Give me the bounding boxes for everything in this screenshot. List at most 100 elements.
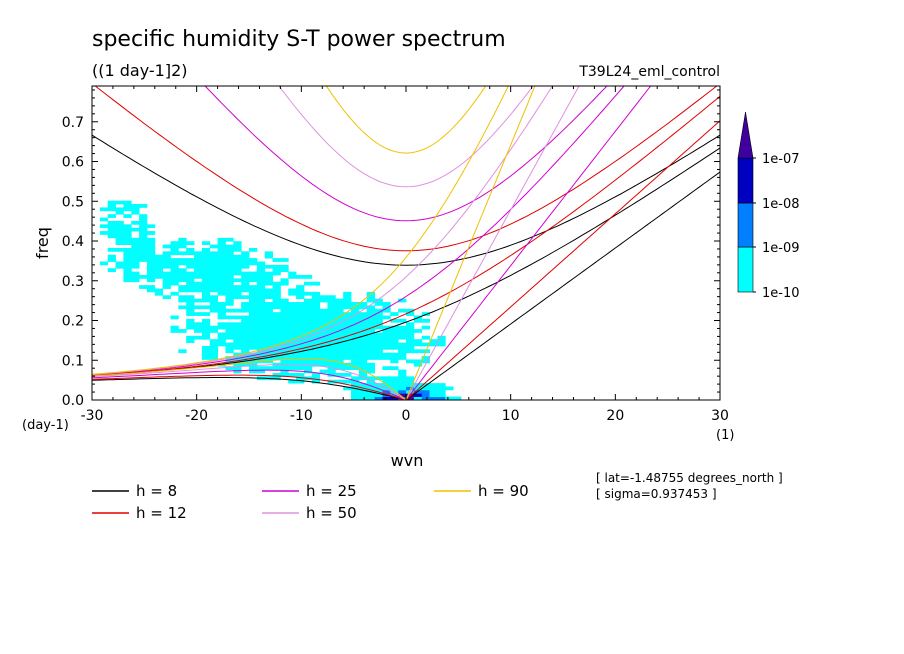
- power-cell: [382, 356, 391, 360]
- power-cell: [115, 241, 124, 245]
- power-cell: [335, 312, 344, 316]
- power-cell: [303, 298, 313, 303]
- power-cell: [241, 261, 250, 266]
- power-cell: [382, 308, 391, 313]
- power-cell: [296, 308, 305, 313]
- power-cell: [351, 312, 360, 316]
- power-cell: [437, 393, 446, 398]
- power-cell: [139, 258, 148, 262]
- power-cell: [398, 386, 407, 391]
- power-cell: [249, 285, 258, 289]
- power-cell: [201, 349, 211, 354]
- power-cell: [233, 254, 242, 259]
- power-cell: [225, 302, 234, 306]
- power-cell: [249, 325, 258, 330]
- power-cell: [406, 325, 415, 330]
- power-cell: [209, 251, 218, 256]
- power-cell: [241, 274, 250, 279]
- power-cell: [194, 285, 203, 289]
- power-cell: [311, 302, 321, 306]
- power-cell: [296, 315, 305, 320]
- power-cell: [280, 281, 289, 286]
- power-cell: [374, 393, 383, 398]
- power-cell: [382, 339, 391, 343]
- power-cell: [296, 318, 305, 323]
- power-cell: [319, 312, 328, 316]
- power-cell: [335, 372, 344, 377]
- power-cell: [296, 322, 305, 327]
- power-cell: [170, 244, 179, 249]
- power-cell: [178, 298, 187, 303]
- power-cell: [296, 379, 305, 384]
- x-axis-label: wvn: [391, 451, 424, 470]
- power-cell: [131, 258, 140, 262]
- power-cell: [280, 318, 289, 323]
- power-cell: [296, 312, 305, 316]
- power-cell: [131, 254, 140, 259]
- power-cell: [382, 302, 391, 306]
- power-cell: [390, 383, 399, 387]
- power-cell: [162, 278, 171, 283]
- power-cell: [186, 271, 195, 276]
- power-cell: [288, 342, 297, 347]
- y-axis-unit: (day-1): [22, 418, 69, 433]
- power-cell: [351, 302, 360, 306]
- power-cell: [256, 268, 266, 273]
- power-cell: [288, 379, 297, 384]
- y-tick-label: 0.6: [62, 155, 84, 171]
- power-cell: [162, 264, 171, 269]
- power-cell: [390, 352, 399, 357]
- power-cell: [311, 305, 321, 310]
- power-cell: [374, 352, 383, 357]
- power-cell: [335, 318, 344, 323]
- power-cell: [241, 288, 250, 293]
- power-cell: [123, 278, 132, 283]
- y-tick-label: 0.5: [62, 194, 84, 210]
- legend-label: h = 90: [478, 482, 529, 500]
- power-cell: [288, 345, 297, 350]
- power-cell: [249, 274, 258, 279]
- power-cell: [123, 274, 132, 279]
- power-cell: [390, 312, 399, 316]
- power-cell: [374, 318, 383, 323]
- power-cell: [437, 386, 446, 391]
- power-cell: [264, 271, 273, 276]
- power-cell: [217, 274, 226, 279]
- power-cell: [256, 339, 266, 343]
- power-cell: [319, 352, 328, 357]
- power-cell: [264, 359, 273, 364]
- colorbar-label: 1e-07: [762, 152, 800, 167]
- dispersion-curve-h90: [325, 86, 487, 154]
- power-cell: [358, 376, 368, 381]
- power-cell: [335, 345, 344, 350]
- power-cell: [186, 251, 195, 256]
- power-cell: [272, 322, 281, 327]
- power-cell: [170, 274, 179, 279]
- power-cell: [421, 389, 430, 394]
- power-cell: [249, 366, 258, 370]
- power-cell: [201, 356, 211, 360]
- power-cell: [280, 339, 289, 343]
- power-cell: [170, 315, 179, 320]
- power-cell: [398, 325, 407, 330]
- power-cell: [131, 264, 140, 269]
- power-cell: [343, 356, 352, 360]
- power-cell: [374, 315, 383, 320]
- power-cell: [288, 332, 297, 337]
- power-cell: [209, 274, 218, 279]
- power-cell: [256, 332, 266, 337]
- power-cell: [358, 325, 368, 330]
- power-cell: [139, 234, 148, 239]
- power-cell: [264, 339, 273, 343]
- power-cell: [311, 349, 321, 354]
- power-cell: [413, 359, 423, 364]
- power-cell: [311, 295, 321, 300]
- power-cell: [390, 366, 399, 370]
- power-cell: [139, 241, 148, 245]
- power-cell: [186, 295, 195, 300]
- power-cell: [154, 291, 164, 296]
- power-cell: [162, 274, 171, 279]
- power-cell: [217, 271, 226, 276]
- power-cell: [366, 369, 375, 374]
- power-cell: [398, 308, 407, 313]
